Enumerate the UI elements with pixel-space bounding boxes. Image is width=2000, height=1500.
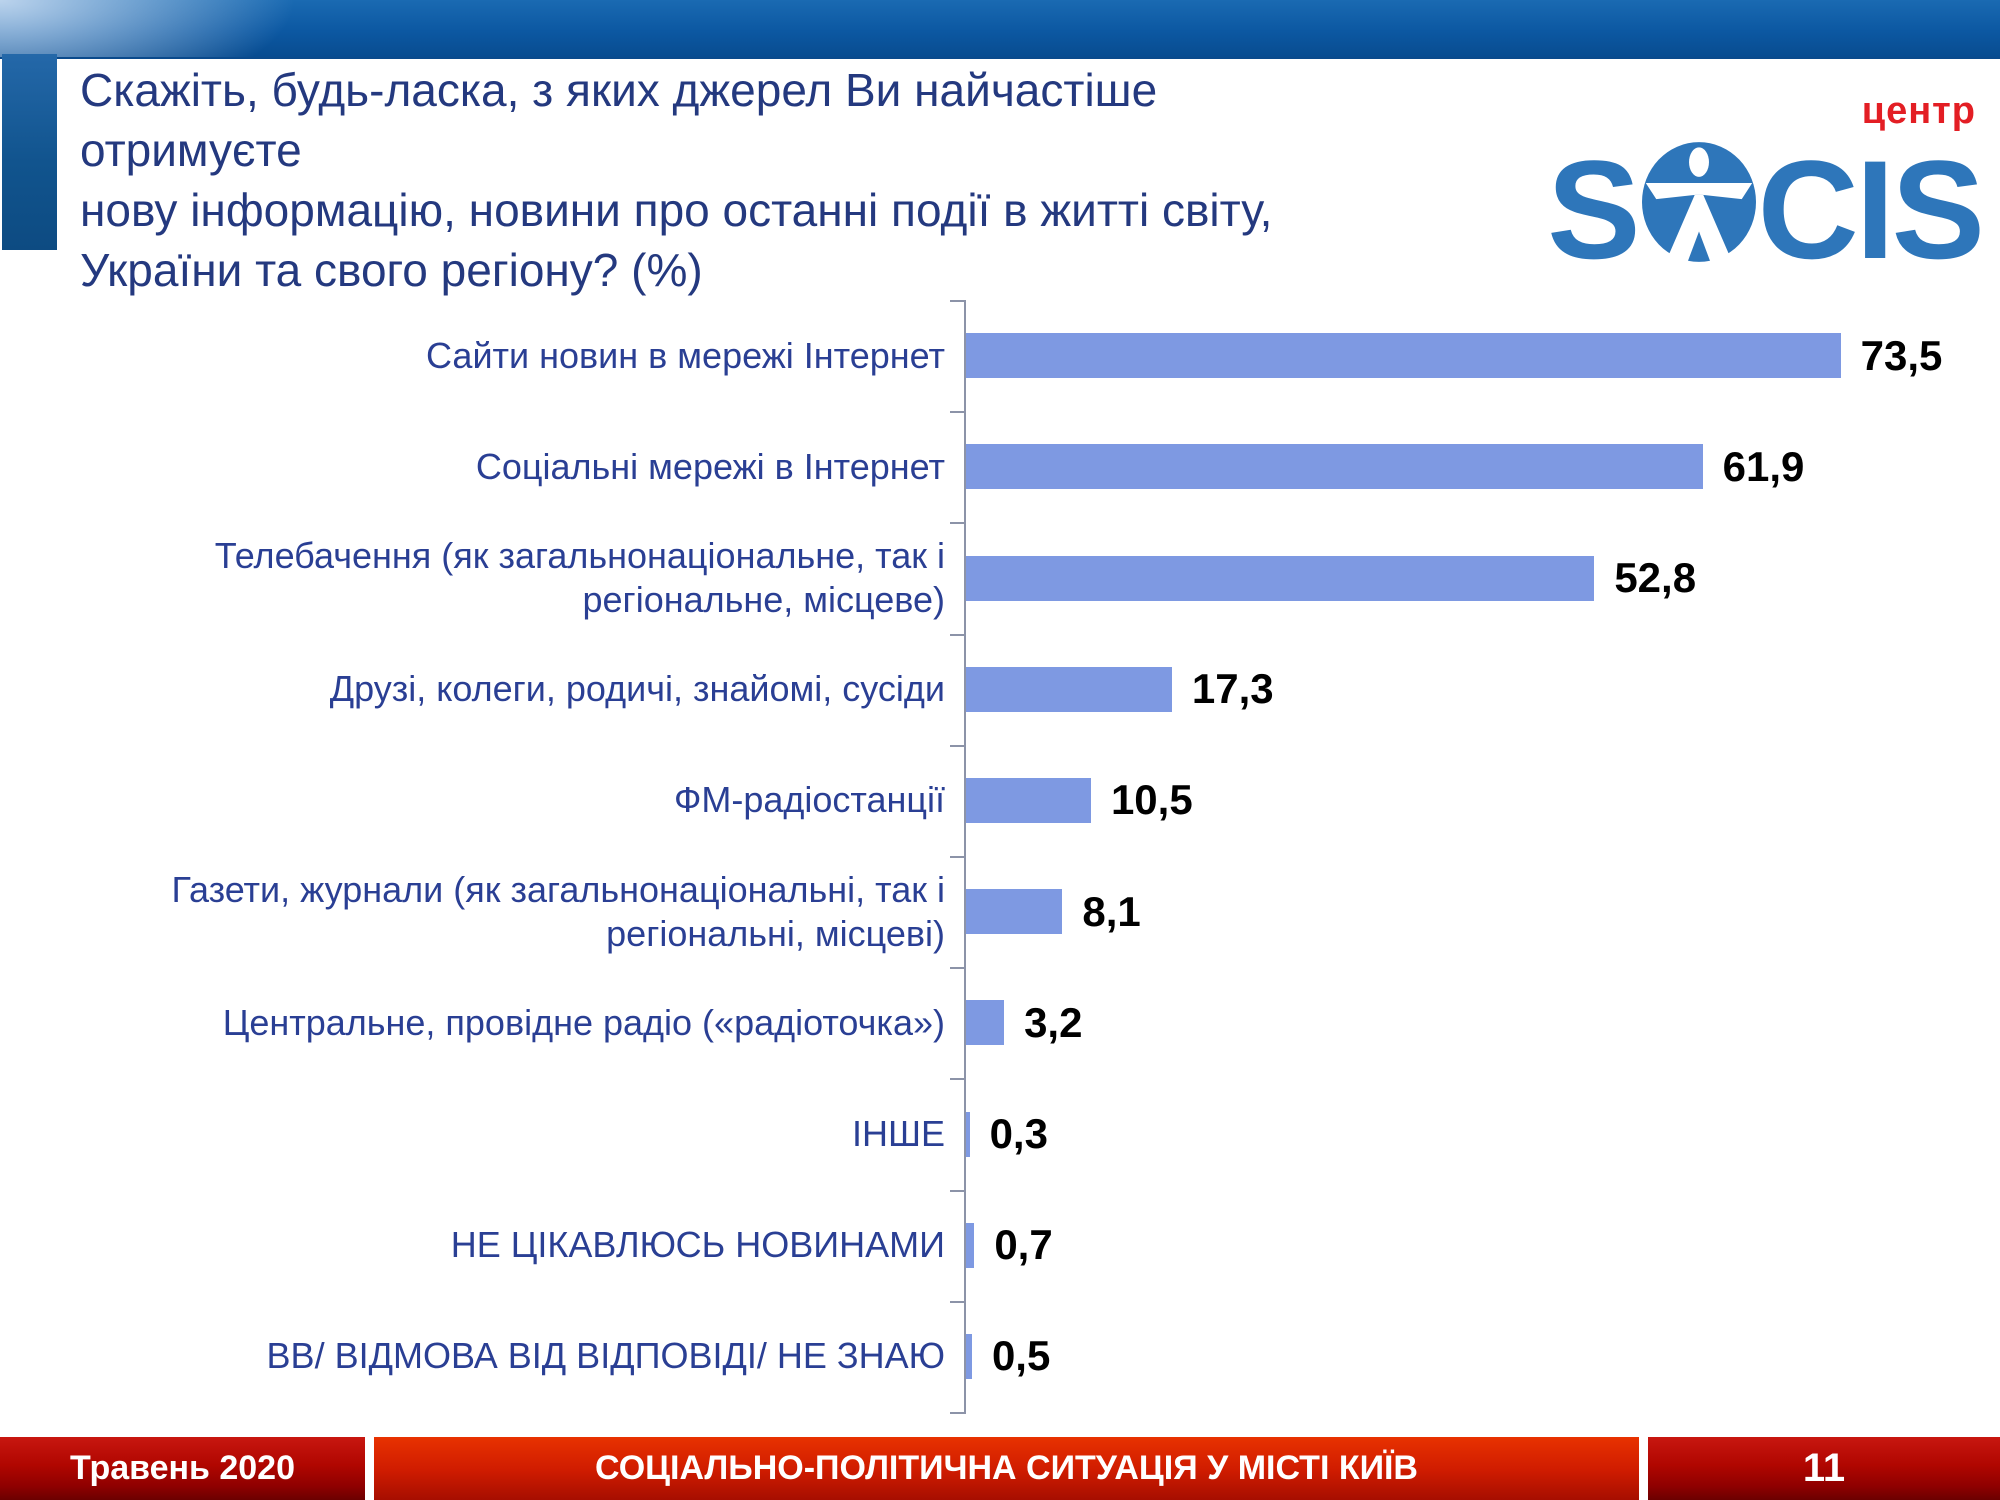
category-label: Друзі, колеги, родичі, знайомі, сусіди: [329, 668, 945, 710]
value-label: 0,5: [991, 1332, 1051, 1380]
socis-man-icon: [1641, 142, 1756, 262]
category-label: Газети, журнали (як загальнонаціональні,…: [171, 868, 945, 954]
axis-tick: [950, 1189, 964, 1192]
axis-tick: [950, 1300, 964, 1303]
logo-letter-s: S: [1547, 131, 1640, 288]
value-label: 61,9: [1722, 442, 1805, 490]
footer-bar: Травень 2020 СОЦІАЛЬНО-ПОЛІТИЧНА СИТУАЦІ…: [0, 1437, 2000, 1500]
axis-tick: [950, 967, 964, 970]
footer-date: Травень 2020: [0, 1437, 365, 1500]
socis-logo: центр S CIS: [1532, 90, 1985, 288]
value-label: 73,5: [1860, 331, 1943, 379]
logo-letters-cis: CIS: [1757, 131, 1985, 288]
logo-centr-label: центр: [1861, 90, 1976, 132]
value-label: 8,1: [1082, 887, 1141, 935]
left-accent-bar: [2, 54, 57, 250]
bar: [966, 1111, 970, 1157]
value-label: 52,8: [1614, 553, 1697, 601]
axis-tick: [950, 856, 964, 858]
slide-title-line-1: Скажіть, будь-ласка, з яких джерел Ви на…: [80, 64, 1158, 176]
top-gradient-band: [0, 0, 2000, 59]
axis-tick: [950, 300, 964, 302]
bar: [966, 333, 1841, 379]
value-label: 3,2: [1024, 998, 1083, 1046]
slide-title-line-3: України та свого регіону? (%): [80, 244, 703, 296]
axis-tick: [950, 1412, 964, 1414]
slide-title-line-2: нову інформацію, новини про останні поді…: [80, 184, 1273, 236]
value-label: 0,3: [989, 1109, 1048, 1157]
logo-wordmark: S CIS: [1532, 131, 1985, 288]
axis-tick: [950, 633, 964, 636]
bar: [966, 444, 1703, 490]
category-label: Сайти новин в мережі Інтернет: [426, 334, 945, 376]
axis-tick: [950, 411, 964, 414]
slide-title: Скажіть, будь-ласка, з яких джерел Ви на…: [80, 60, 1280, 300]
bar: [966, 1000, 1005, 1046]
category-label: ВВ/ ВІДМОВА ВІД ВІДПОВІДІ/ НЕ ЗНАЮ: [266, 1335, 945, 1377]
y-axis-line: [964, 300, 966, 1414]
bar: [966, 889, 1063, 935]
category-label: Соціальні мережі в Інтернет: [475, 445, 945, 487]
bar: [966, 1222, 975, 1268]
footer-title: СОЦІАЛЬНО-ПОЛІТИЧНА СИТУАЦІЯ У МІСТІ КИЇ…: [374, 1437, 1639, 1500]
bar: [966, 555, 1595, 601]
value-label: 10,5: [1110, 776, 1193, 824]
footer-divider: [1639, 1437, 1648, 1500]
axis-tick: [950, 522, 964, 525]
category-label: Центральне, провідне радіо («радіоточка»…: [222, 1001, 945, 1043]
value-label: 17,3: [1191, 665, 1274, 713]
page-number: 11: [1648, 1437, 2000, 1500]
bar: [966, 777, 1091, 823]
axis-tick: [950, 744, 964, 747]
category-label: ФМ-радіостанції: [673, 779, 945, 821]
category-label: Телебачення (як загальнонаціональне, так…: [214, 534, 945, 620]
axis-tick: [950, 1078, 964, 1081]
bar: [966, 666, 1172, 712]
bar: [966, 1333, 972, 1379]
category-label: НЕ ЦІКАВЛЮСЬ НОВИНАМИ: [450, 1224, 945, 1266]
value-label: 0,7: [994, 1221, 1053, 1269]
category-label: ІНШЕ: [851, 1112, 945, 1154]
footer-divider: [365, 1437, 374, 1500]
